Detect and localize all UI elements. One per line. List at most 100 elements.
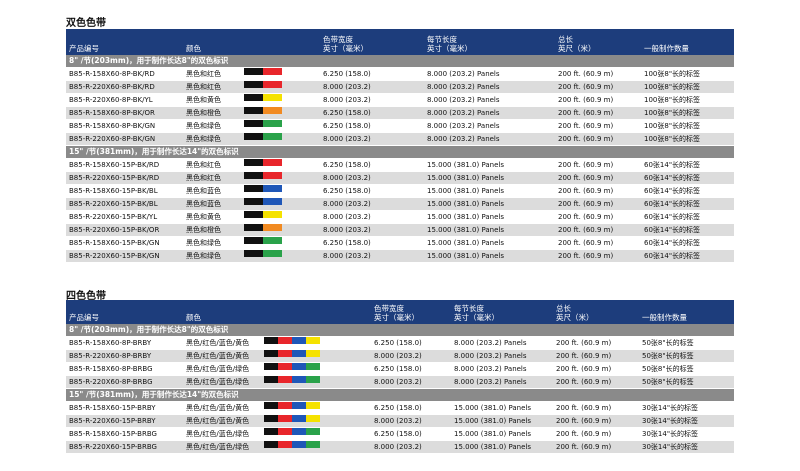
table-row: B85-R-220X60-15P-BK/GN 黑色和绿色 8.000 (203.2)… [66, 249, 734, 263]
color-label: 黑色和绿色 [186, 252, 221, 260]
color-swatch [264, 428, 320, 440]
swatch-segment-black [244, 185, 263, 192]
table-row: B85-R-220X60-8P-BRBG 黑色/红色/蓝色/绿色 8.000 (20… [66, 375, 734, 389]
col-header-width: 色带宽度 英寸（毫米） [371, 300, 451, 324]
width-cell: 6.250 (158.0) [320, 158, 424, 172]
swatch-segment-black [264, 415, 278, 422]
swatch-segment-red [278, 337, 292, 344]
part-number-cell: B85-R-158X60-15P-BK/BL [66, 184, 183, 198]
part-number-cell: B85-R-158X60-8P-BK/GN [66, 119, 183, 133]
swatch-segment-black [244, 133, 263, 140]
color-cell: 黑色和红色 [183, 158, 320, 172]
col-header-length: 每节长度 英寸（毫米） [424, 29, 555, 55]
length-cell: 15.000 (381.0) Panels [451, 414, 553, 428]
length-cell: 8.000 (203.2) Panels [424, 106, 555, 120]
total-length-cell: 200 ft. (60.9 m) [553, 414, 639, 428]
width-cell: 8.000 (203.2) [320, 171, 424, 185]
total-length-cell: 200 ft. (60.9 m) [553, 362, 639, 376]
color-label: 黑色和黄色 [186, 96, 221, 104]
color-cell: 黑色/红色/蓝色/绿色 [183, 427, 371, 441]
length-cell: 15.000 (381.0) Panels [424, 210, 555, 224]
color-cell: 黑色和橙色 [183, 106, 320, 120]
swatch-segment-black [244, 211, 263, 218]
swatch-segment-red [278, 441, 292, 448]
swatch-segment-black [264, 363, 278, 370]
swatch-segment-black [264, 402, 278, 409]
width-cell: 8.000 (203.2) [320, 80, 424, 94]
length-cell: 8.000 (203.2) Panels [424, 119, 555, 133]
table-row: B85-R-220X60-15P-BRBY 黑色/红色/蓝色/黄色 8.000 (2… [66, 414, 734, 428]
part-number-cell: B85-R-158X60-15P-BK/GN [66, 236, 183, 250]
table-row: B85-R-220X60-15P-BK/BL 黑色和蓝色 8.000 (203.2)… [66, 197, 734, 211]
total-length-cell: 200 ft. (60.9 m) [553, 336, 639, 350]
total-length-cell: 200 ft. (60.9 m) [555, 197, 641, 211]
col-header-color: 颜色 [183, 29, 320, 55]
total-length-cell: 200 ft. (60.9 m) [555, 236, 641, 250]
part-number-cell: B85-R-158X60-15P-BRBY [66, 401, 183, 415]
col-header-part: 产品编号 [66, 300, 183, 324]
group-header-label: 8" /节(203mm)，用于制作长达8"的双色标识 [66, 55, 734, 68]
total-length-cell: 200 ft. (60.9 m) [555, 210, 641, 224]
total-length-cell: 200 ft. (60.9 m) [555, 171, 641, 185]
quantity-cell: 60张14"长的标签 [641, 197, 734, 211]
color-label: 黑色和橙色 [186, 226, 221, 234]
color-swatch [244, 94, 282, 106]
table-row: B85-R-220X60-15P-BRBG 黑色/红色/蓝色/绿色 8.000 (2… [66, 440, 734, 454]
table-row: B85-R-158X60-8P-BRBY 黑色/红色/蓝色/黄色 6.250 (15… [66, 336, 734, 350]
color-label: 黑色/红色/蓝色/黄色 [186, 339, 250, 347]
color-label: 黑色/红色/蓝色/绿色 [186, 443, 250, 451]
length-cell: 15.000 (381.0) Panels [451, 440, 553, 454]
quantity-cell: 100张8"长的标签 [641, 106, 734, 120]
swatch-segment-yellow [306, 415, 320, 422]
color-label: 黑色/红色/蓝色/绿色 [186, 430, 250, 438]
swatch-segment-black [244, 94, 263, 101]
color-label: 黑色/红色/蓝色/绿色 [186, 378, 250, 386]
total-length-cell: 200 ft. (60.9 m) [555, 132, 641, 146]
quantity-cell: 50张8"长的标签 [639, 375, 734, 389]
part-number-cell: B85-R-158X60-8P-BRBG [66, 362, 183, 376]
color-cell: 黑色和绿色 [183, 249, 320, 263]
length-cell: 15.000 (381.0) Panels [424, 197, 555, 211]
quantity-cell: 30张14"长的标签 [639, 440, 734, 454]
quantity-cell: 60张14"长的标签 [641, 171, 734, 185]
swatch-segment-blue [292, 415, 306, 422]
part-number-cell: B85-R-220X60-15P-BK/GN [66, 249, 183, 263]
group-header-row: 8" /节(203mm)，用于制作长达8"的双色标识 [66, 55, 734, 68]
color-cell: 黑色和红色 [183, 67, 320, 81]
swatch-segment-yellow [263, 94, 282, 101]
color-cell: 黑色/红色/蓝色/黄色 [183, 401, 371, 415]
swatch-segment-red [278, 363, 292, 370]
width-cell: 8.000 (203.2) [371, 414, 451, 428]
swatch-segment-green [306, 376, 320, 383]
quantity-cell: 60张14"长的标签 [641, 223, 734, 237]
color-swatch [264, 441, 320, 453]
width-cell: 6.250 (158.0) [371, 362, 451, 376]
swatch-segment-black [244, 237, 263, 244]
width-cell: 8.000 (203.2) [320, 93, 424, 107]
color-cell: 黑色/红色/蓝色/绿色 [183, 440, 371, 454]
width-cell: 8.000 (203.2) [371, 375, 451, 389]
color-cell: 黑色和绿色 [183, 236, 320, 250]
part-number-cell: B85-R-220X60-8P-BK/YL [66, 93, 183, 107]
length-cell: 15.000 (381.0) Panels [424, 184, 555, 198]
quantity-cell: 50张8"长的标签 [639, 349, 734, 363]
swatch-segment-blue [263, 185, 282, 192]
swatch-segment-black [244, 198, 263, 205]
part-number-cell: B85-R-220X60-8P-BK/RD [66, 80, 183, 94]
color-cell: 黑色和黄色 [183, 93, 320, 107]
total-length-cell: 200 ft. (60.9 m) [553, 427, 639, 441]
col-header-qty: 一般制作数量 [639, 300, 734, 324]
table-row: B85-R-158X60-15P-BK/GN 黑色和绿色 6.250 (158.0)… [66, 236, 734, 250]
length-cell: 8.000 (203.2) Panels [451, 336, 553, 350]
table-row: B85-R-220X60-8P-BK/GN 黑色和绿色 8.000 (203.2) 8… [66, 132, 734, 146]
total-length-cell: 200 ft. (60.9 m) [555, 106, 641, 120]
four-color-table-container: 产品编号 颜色 色带宽度 英寸（毫米） 每节长度 英寸（毫米） 总长 英尺（米）… [66, 300, 734, 454]
swatch-segment-green [306, 441, 320, 448]
swatch-segment-black [244, 172, 263, 179]
swatch-segment-black [264, 376, 278, 383]
quantity-cell: 60张14"长的标签 [641, 210, 734, 224]
col-header-total: 总长 英尺（米） [553, 300, 639, 324]
quantity-cell: 60张14"长的标签 [641, 184, 734, 198]
total-length-cell: 200 ft. (60.9 m) [555, 249, 641, 263]
swatch-segment-orange [263, 107, 282, 114]
